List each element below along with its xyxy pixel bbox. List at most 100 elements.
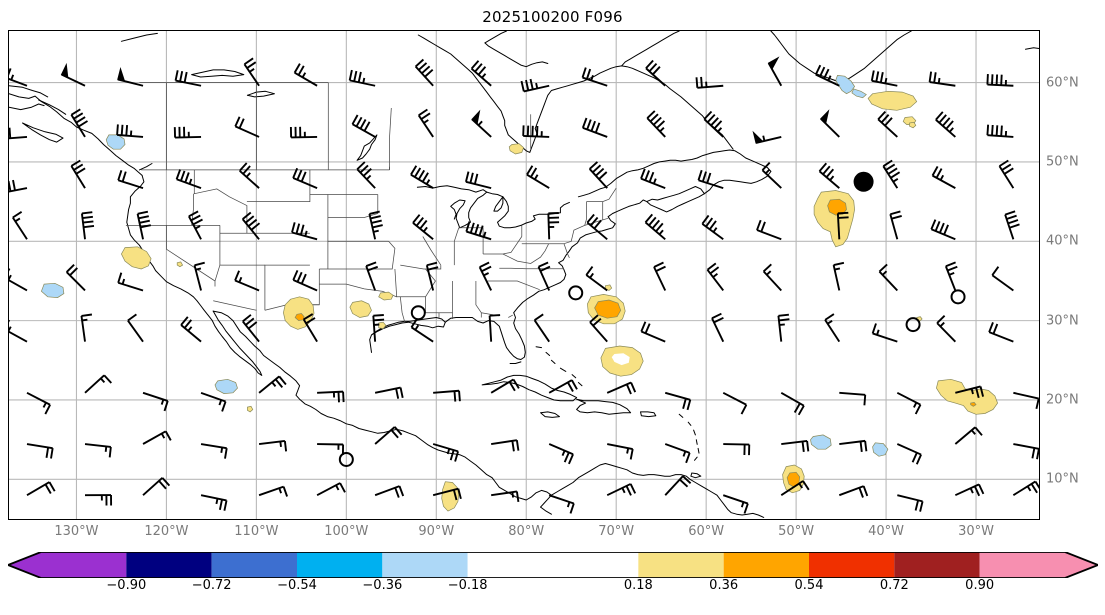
barb-full-32: [859, 441, 863, 453]
colorbar-segment-1[interactable]: [126, 552, 212, 578]
barb-full-109: [70, 159, 81, 167]
barb-full-71: [992, 323, 999, 335]
barb-full-58: [242, 314, 252, 323]
colorbar-segment-4[interactable]: [382, 552, 468, 578]
barb-full-160: [933, 72, 937, 83]
barb-shaft-93: [188, 215, 202, 240]
barb-full-73: [69, 267, 78, 276]
barb-full-39: [221, 401, 227, 412]
coastline-12: [484, 42, 549, 68]
barb-shaft-160: [929, 81, 956, 87]
barb-full-141: [880, 114, 890, 124]
colorbar-under-arrow[interactable]: [8, 552, 41, 578]
colorbar-segment-8[interactable]: [809, 552, 895, 578]
wind-barb-17: [1012, 480, 1039, 497]
wind-barb-144: [9, 68, 28, 87]
map-panel[interactable]: [8, 30, 1040, 520]
wind-barb-113: [292, 167, 318, 189]
barb-full-46: [630, 382, 637, 393]
barb-shaft-33: [896, 443, 922, 456]
barb-full-100: [586, 213, 595, 224]
border-5: [193, 169, 248, 234]
colorbar-swatches[interactable]: [8, 552, 1098, 578]
wind-barb-78: [365, 261, 379, 291]
colorbar-segment-10[interactable]: [979, 552, 1065, 578]
barb-half-21: [220, 447, 224, 453]
barb-full-154: [585, 68, 592, 80]
coastline-34: [694, 456, 698, 461]
wind-barb-47: [664, 391, 692, 411]
barb-full-154: [581, 67, 587, 78]
barb-full-108: [12, 179, 16, 191]
colorbar-segment-7[interactable]: [723, 552, 809, 578]
map-canvas[interactable]: [8, 30, 1040, 520]
coastline-8: [444, 186, 705, 360]
barb-full-49: [797, 405, 805, 416]
barb-full-150: [348, 69, 353, 81]
colorbar-segment-6[interactable]: [638, 552, 724, 578]
barb-full-159: [879, 72, 884, 83]
barb-full-141: [877, 110, 886, 121]
map-svg: [9, 31, 1039, 519]
wind-barb-93: [188, 210, 203, 240]
colorbar-segment-2[interactable]: [211, 552, 297, 578]
barb-full-109: [75, 167, 86, 175]
barb-half-5: [335, 484, 340, 491]
wind-barb-117: [526, 165, 550, 189]
coastline-5: [126, 174, 263, 376]
barb-full-79: [426, 261, 438, 267]
wind-barb-89: [991, 266, 1014, 292]
barb-full-75: [194, 261, 205, 267]
colorbar-segment-9[interactable]: [894, 552, 980, 578]
barb-full-6: [398, 485, 405, 497]
barb-shaft-155: [645, 67, 666, 87]
barb-full-147: [179, 71, 184, 82]
wind-barb-115: [410, 165, 434, 189]
colorbar-segment-3[interactable]: [297, 552, 383, 578]
shade-greenland-coast-blue: [835, 75, 856, 95]
barb-full-96: [372, 224, 383, 229]
barb-full-113: [296, 169, 303, 181]
barb-full-18: [45, 447, 50, 458]
barb-full-102: [701, 214, 710, 225]
barb-full-70: [936, 315, 946, 324]
barb-full-130: [234, 116, 241, 127]
shade-na-yellow-ellipse: [867, 90, 918, 111]
barb-full-100: [593, 219, 602, 230]
wind-barb-138: [703, 110, 724, 138]
barb-full-2: [161, 477, 171, 487]
barb-half-3: [215, 498, 219, 505]
barb-half-87: [881, 270, 888, 276]
barb-shaft-25: [432, 443, 459, 453]
coastline-40: [493, 196, 504, 212]
barb-full-88: [947, 265, 958, 272]
barb-shaft-62: [488, 315, 493, 342]
colorbar-segment-5[interactable]: [467, 552, 639, 578]
barb-shaft-161: [987, 83, 1014, 87]
barb-full-119: [644, 170, 650, 181]
barb-pennant-139: [752, 130, 764, 144]
barb-full-93: [192, 218, 203, 226]
barb-full-110: [121, 171, 127, 182]
colorbar-over-arrow[interactable]: [1065, 552, 1098, 578]
colorbar[interactable]: [8, 552, 1098, 586]
wind-barb-6: [374, 485, 405, 498]
colorbar-segment-0[interactable]: [41, 552, 127, 578]
shade-gulf-yellow-a: [349, 300, 372, 318]
barb-full-153: [529, 78, 534, 90]
wind-barb-143: [986, 124, 1014, 138]
barb-shaft-105: [889, 213, 899, 240]
barb-full-48: [740, 404, 748, 415]
barb-shaft-8: [491, 490, 518, 497]
wind-barb-12: [722, 494, 749, 514]
border-27: [563, 201, 587, 245]
barb-full-92: [138, 215, 149, 220]
barb-full-143: [995, 125, 999, 136]
barb-full-111: [175, 169, 182, 180]
barb-half-22: [279, 441, 282, 448]
wind-barb-48: [722, 391, 748, 415]
barb-half-98: [483, 231, 487, 238]
barb-full-159: [870, 70, 875, 81]
coastline-15: [138, 163, 153, 171]
wind-barb-29: [664, 443, 691, 464]
